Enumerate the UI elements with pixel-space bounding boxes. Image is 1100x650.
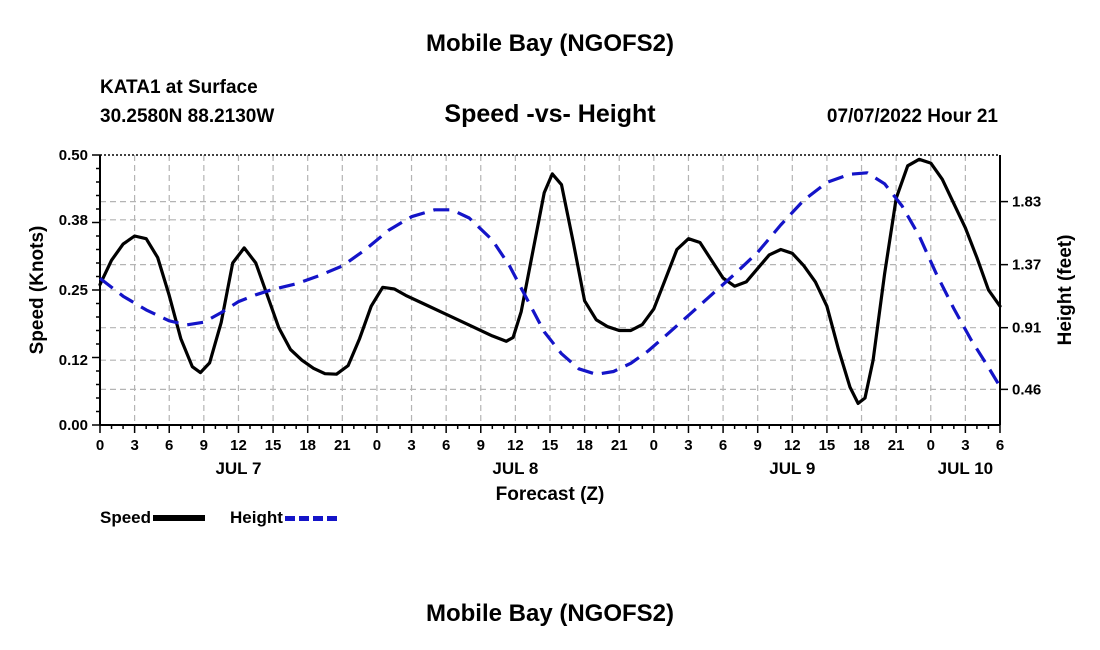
y2-tick-label: 1.37 bbox=[1012, 257, 1041, 274]
y2-tick-label: 1.83 bbox=[1012, 194, 1041, 211]
date-label: JUL 7 bbox=[215, 459, 261, 478]
x-tick-label: 15 bbox=[819, 437, 836, 454]
x-tick-label: 21 bbox=[888, 437, 905, 454]
x-tick-label: 12 bbox=[230, 437, 247, 454]
x-tick-label: 3 bbox=[407, 437, 415, 454]
y2-tick-label: 0.46 bbox=[1012, 381, 1041, 398]
x-tick-label: 6 bbox=[442, 437, 450, 454]
x-tick-label: 0 bbox=[650, 437, 658, 454]
x-tick-label: 6 bbox=[719, 437, 727, 454]
y-axis-title: Speed (Knots) bbox=[27, 226, 48, 355]
date-label: JUL 8 bbox=[492, 459, 538, 478]
x-tick-label: 15 bbox=[265, 437, 282, 454]
y-tick-label: 0.00 bbox=[59, 417, 88, 434]
legend-label-speed: Speed bbox=[100, 508, 152, 527]
date-label: JUL 9 bbox=[769, 459, 815, 478]
chart-subtitle: Speed -vs- Height bbox=[444, 100, 656, 128]
y-tick-label: 0.38 bbox=[59, 212, 88, 229]
x-tick-label: 6 bbox=[996, 437, 1004, 454]
date-label: JUL 10 bbox=[938, 459, 993, 478]
chart-main-title: Mobile Bay (NGOFS2) bbox=[425, 30, 675, 57]
x-tick-label: 18 bbox=[299, 437, 316, 454]
y2-tick-label: 0.91 bbox=[1012, 320, 1041, 337]
x-tick-label: 12 bbox=[507, 437, 524, 454]
legend-swatch-speed bbox=[153, 515, 206, 521]
y2-axis-title: Height (feet) bbox=[1055, 235, 1076, 346]
x-tick-label: 18 bbox=[853, 437, 870, 454]
y-tick-label: 0.12 bbox=[59, 352, 88, 369]
forecast-datestamp: 07/07/2022 Hour 21 bbox=[826, 106, 998, 127]
footer-title: Mobile Bay (NGOFS2) bbox=[425, 600, 675, 627]
x-tick-label: 3 bbox=[961, 437, 969, 454]
x-tick-label: 12 bbox=[784, 437, 801, 454]
x-tick-label: 9 bbox=[200, 437, 208, 454]
y-tick-label: 0.25 bbox=[59, 282, 88, 299]
x-tick-label: 15 bbox=[542, 437, 559, 454]
x-tick-label: 3 bbox=[130, 437, 138, 454]
station-name: KATA1 at Surface bbox=[100, 77, 258, 98]
x-tick-label: 18 bbox=[576, 437, 593, 454]
legend-label-height: Height bbox=[230, 508, 283, 527]
y-tick-label: 0.50 bbox=[59, 147, 88, 164]
series-line-height bbox=[99, 171, 1002, 388]
series-line-speed bbox=[98, 157, 1002, 405]
legend-item-height: Height bbox=[230, 508, 337, 528]
x-tick-label: 0 bbox=[373, 437, 381, 454]
x-tick-label: 9 bbox=[477, 437, 485, 454]
legend-swatch-height bbox=[284, 515, 337, 521]
x-tick-label: 0 bbox=[96, 437, 104, 454]
x-tick-label: 0 bbox=[927, 437, 935, 454]
x-tick-label: 21 bbox=[334, 437, 351, 454]
x-axis-title: Forecast (Z) bbox=[496, 484, 605, 505]
x-tick-label: 9 bbox=[754, 437, 762, 454]
legend-item-speed: Speed bbox=[100, 508, 206, 528]
x-tick-label: 3 bbox=[684, 437, 692, 454]
x-tick-label: 21 bbox=[611, 437, 628, 454]
x-tick-label: 6 bbox=[165, 437, 173, 454]
station-coordinates: 30.2580N 88.2130W bbox=[100, 106, 275, 127]
